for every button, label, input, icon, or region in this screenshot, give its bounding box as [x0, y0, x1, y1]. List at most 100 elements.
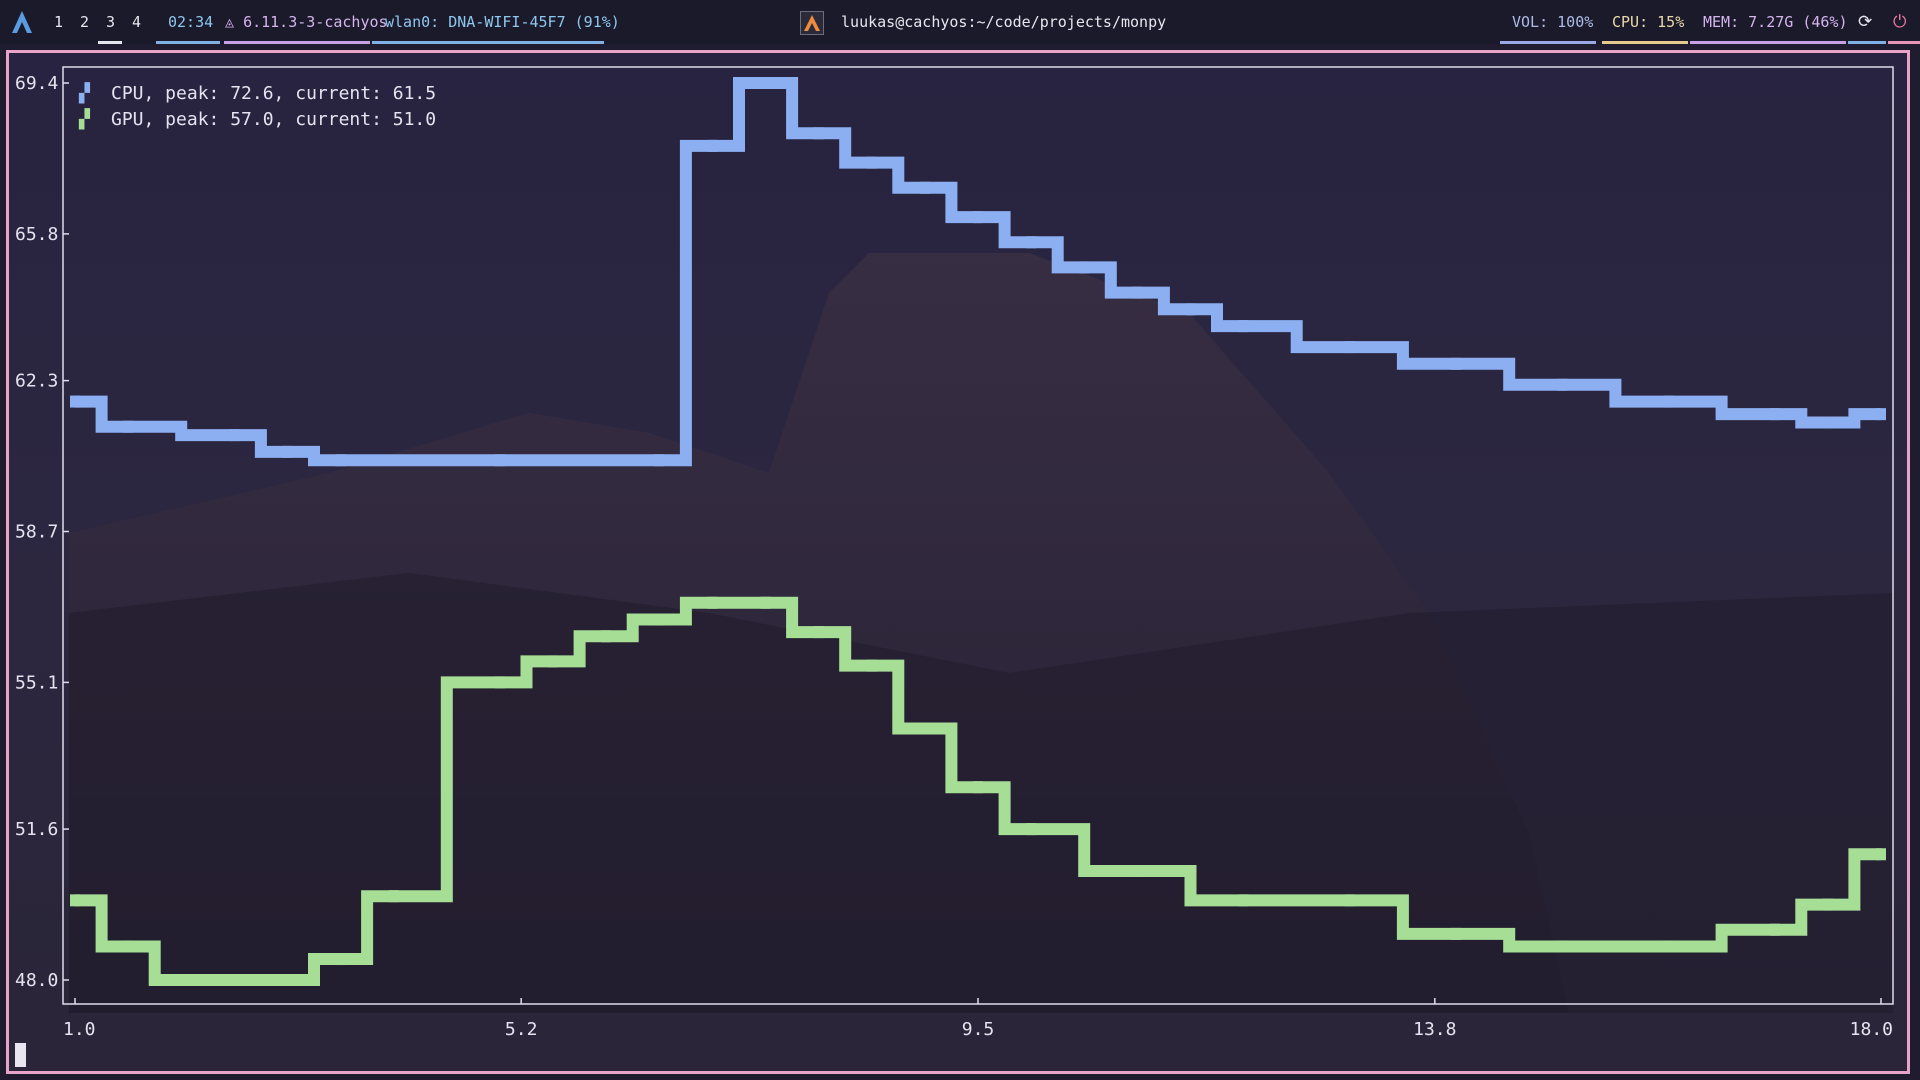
gpu-data-point	[919, 722, 930, 735]
memory-underline	[1690, 41, 1846, 44]
cpu-data-point	[70, 395, 80, 408]
kernel-underline	[224, 41, 370, 44]
y-axis-ticks: 69.4 65.8 62.3 58.7 55.1 51.6 48.0	[15, 73, 69, 991]
plot-area: 69.4 65.8 62.3 58.7 55.1 51.6 48.0 1.0 5.2 9.5 13…	[15, 66, 1894, 1040]
cpu-data-point	[866, 156, 877, 169]
gpu-data-point	[1822, 898, 1833, 911]
gpu-series-line	[75, 596, 1881, 986]
legend-gpu-marker: ▞	[78, 108, 91, 130]
gpu-data-point	[282, 974, 293, 986]
y-tick-label: 65.8	[15, 224, 58, 245]
gpu-data-point	[1344, 894, 1355, 907]
y-tick-label: 48.0	[15, 970, 58, 991]
cpu-data-point	[1026, 236, 1037, 249]
gpu-data-point	[654, 613, 665, 626]
legend: ▞ CPU, peak: 72.6, current: 61.5 ▞ GPU, …	[78, 82, 436, 130]
cpu-data-point	[229, 429, 240, 442]
gpu-data-point	[973, 781, 983, 794]
network-status: wlan0: DNA-WIFI-45F7 (91%)	[385, 13, 620, 31]
terminal-cursor	[15, 1043, 26, 1067]
cpu-data-point	[1769, 408, 1780, 421]
active-workspace-underline	[98, 41, 122, 44]
clock-underline	[156, 41, 220, 44]
distro-logo-icon[interactable]	[10, 0, 34, 44]
cpu-data-point	[1132, 286, 1143, 299]
network-underline	[372, 41, 604, 44]
volume-underline	[1500, 41, 1596, 44]
gpu-data-point	[1451, 927, 1462, 940]
cpu-data-point	[973, 211, 983, 224]
gpu-data-point	[1876, 848, 1886, 861]
cpu-data-point	[1451, 357, 1462, 370]
gpu-data-point	[813, 626, 824, 639]
gpu-data-point	[176, 974, 187, 986]
cpu-data-point	[1557, 378, 1568, 391]
x-tick-label: 9.5	[962, 1019, 995, 1040]
x-tick-label: 13.8	[1413, 1019, 1456, 1040]
cpu-data-point	[335, 454, 346, 467]
y-tick-label: 55.1	[15, 672, 58, 693]
legend-gpu-label: GPU, peak: 57.0, current: 51.0	[111, 109, 436, 130]
x-tick-label: 18.0	[1850, 1019, 1893, 1040]
cpu-series-line	[75, 77, 1881, 467]
gpu-data-point	[760, 596, 771, 609]
y-tick-label: 62.3	[15, 371, 58, 392]
y-tick-label: 69.4	[15, 73, 58, 94]
legend-cpu-marker: ▞	[78, 82, 91, 104]
refresh-icon[interactable]: ⟳	[1858, 12, 1873, 32]
workspace-4[interactable]: 4	[132, 13, 142, 31]
cpu-data-point	[1663, 395, 1674, 408]
cpu-data-point	[919, 181, 930, 194]
cpu-data-point	[760, 77, 771, 89]
kernel-icon: ◬	[225, 13, 235, 31]
cpu-data-point	[1876, 408, 1886, 421]
gpu-data-point	[548, 655, 559, 668]
gpu-data-point	[1026, 823, 1037, 836]
cpu-data-point	[1344, 341, 1355, 354]
gpu-data-point	[70, 894, 80, 907]
gpu-data-point	[123, 940, 134, 953]
kernel-version: ◬ 6.11.3-3-cachyos	[225, 13, 388, 31]
x-axis-ticks: 1.0 5.2 9.5 13.8 18.0	[63, 998, 1893, 1040]
power-icon[interactable]: ⏻	[1893, 12, 1907, 32]
cpu-data-point	[1238, 320, 1249, 333]
cpu-data-point	[654, 454, 665, 467]
cpu-data-point	[1822, 416, 1833, 429]
series-layer	[70, 77, 1886, 986]
gpu-data-point	[1769, 923, 1780, 936]
x-tick-label: 1.0	[63, 1019, 96, 1040]
cpu-data-point	[1185, 303, 1196, 316]
refresh-underline	[1848, 41, 1886, 44]
x-tick-label: 5.2	[505, 1019, 538, 1040]
cpu-data-point	[494, 454, 505, 467]
gpu-data-point	[707, 596, 718, 609]
cpu-data-point	[282, 445, 293, 458]
cpu-data-point	[123, 420, 134, 433]
volume-status[interactable]: VOL: 100%	[1512, 13, 1594, 31]
clock: 02:34	[168, 13, 214, 31]
cpu-underline	[1602, 41, 1688, 44]
terminal-app-icon	[800, 10, 824, 35]
workspace-3[interactable]: 3	[106, 13, 116, 31]
cpu-status: CPU: 15%	[1612, 13, 1685, 31]
gpu-data-point	[388, 890, 399, 903]
workspace-1[interactable]: 1	[54, 13, 64, 31]
gpu-data-point	[866, 659, 877, 672]
gpu-data-point	[601, 630, 612, 643]
memory-status: MEM: 7.27G (46%)	[1703, 13, 1848, 31]
workspace-2[interactable]: 2	[80, 13, 90, 31]
gpu-data-point	[1663, 940, 1674, 953]
gpu-data-point	[335, 953, 346, 966]
y-tick-label: 58.7	[15, 522, 58, 543]
gpu-data-point	[494, 676, 505, 689]
gpu-data-point	[1557, 940, 1568, 953]
active-window-title: luukas@cachyos:~/code/projects/monpy	[800, 0, 1166, 44]
y-tick-label: 51.6	[15, 819, 58, 840]
gpu-data-point	[1238, 894, 1249, 907]
cpu-data-point	[707, 139, 718, 152]
legend-cpu-label: CPU, peak: 72.6, current: 61.5	[111, 83, 436, 104]
terminal-window[interactable]: 69.4 65.8 62.3 58.7 55.1 51.6 48.0 1.0 5.2 9.5 13…	[6, 50, 1910, 1074]
power-underline	[1888, 41, 1920, 44]
cpu-data-point	[1079, 261, 1090, 274]
